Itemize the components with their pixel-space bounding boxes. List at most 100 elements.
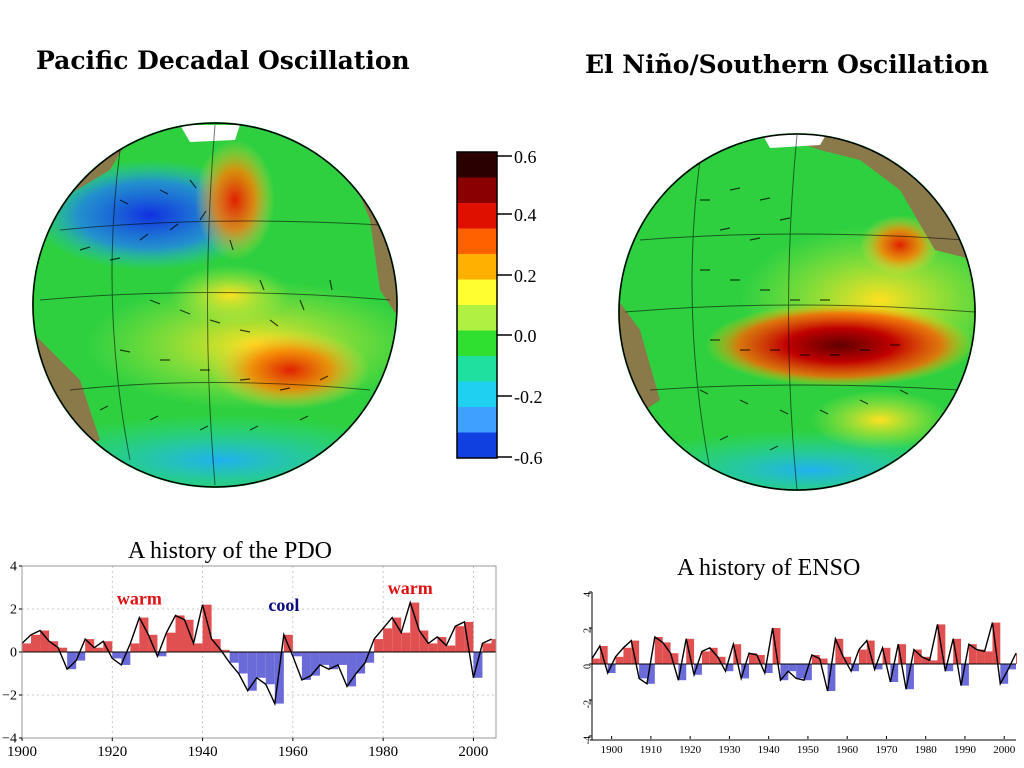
warm-bar: [401, 632, 411, 652]
warm-bar: [166, 632, 176, 652]
colorbar-swatch: [457, 254, 497, 280]
y-tick-label: 0: [10, 646, 17, 661]
enso-x-ticks: 1900 1910 1920 1930 1940 1950 1960 1970 1980 1990…: [601, 736, 1016, 756]
warm-bar: [913, 649, 922, 664]
warm-bar: [220, 649, 230, 652]
warm-bar: [953, 638, 962, 664]
warm-bar: [103, 641, 113, 652]
y-tick-label: 0: [582, 664, 593, 669]
enso-area: [591, 622, 1017, 692]
x-tick-label: 1910: [640, 744, 663, 756]
warm-bar: [31, 634, 41, 652]
colorbar-swatches: [457, 152, 497, 459]
warm-bar: [709, 647, 718, 664]
y-tick-label: 2: [10, 603, 17, 618]
warm-bar: [40, 630, 50, 652]
warm-bar: [85, 639, 95, 652]
colorbar-swatch: [457, 203, 497, 229]
series-line: [21, 600, 492, 707]
x-tick-label: 1920: [679, 744, 702, 756]
warm-bar: [858, 649, 867, 664]
x-tick-label: 2000: [993, 744, 1016, 756]
warm-bar: [383, 628, 393, 652]
x-tick-label: 1980: [915, 744, 938, 756]
warm-bar: [599, 646, 608, 664]
warm-bar: [22, 643, 32, 652]
x-tick-label: 1900: [7, 744, 37, 760]
cool-bar: [678, 664, 687, 681]
cool-bar: [319, 652, 329, 665]
colorbar-label: 0.2: [514, 266, 537, 286]
cool-bar: [473, 652, 483, 678]
pdo-history-title: A history of the PDO: [128, 538, 332, 564]
pdo-y-ticks: 4 2 0 −2 −4: [2, 560, 22, 747]
colorbar: 0.6 0.4 0.2 0.0 -0.2 -0.6: [456, 147, 543, 468]
cool-bar: [961, 664, 969, 686]
x-tick-label: 1940: [758, 744, 781, 756]
colorbar-label: -0.6: [514, 448, 543, 468]
warm-bar: [662, 642, 671, 664]
cool-bar: [356, 652, 366, 674]
warm-bar: [410, 602, 420, 652]
cool-bar: [247, 652, 257, 691]
warm-bar: [139, 617, 149, 652]
colorbar-swatch: [457, 177, 497, 204]
warm-bar: [631, 640, 640, 664]
warm-bar: [733, 644, 742, 664]
cool-bar: [788, 664, 797, 672]
y-tick-label: 4: [10, 560, 17, 575]
warm-bar: [984, 651, 993, 664]
warm-bar: [968, 644, 977, 664]
cool-bar: [274, 652, 284, 704]
cool-bar: [906, 664, 914, 690]
warm-bar: [49, 641, 59, 652]
warm-bar: [819, 658, 828, 664]
pdo-globe-map: [32, 122, 398, 488]
colorbar-swatch: [457, 228, 497, 255]
cool-bar: [67, 652, 77, 670]
warm-bar: [615, 656, 624, 664]
warm-bar: [882, 647, 891, 664]
x-tick-label: 1960: [836, 744, 859, 756]
cool-bar: [725, 664, 734, 672]
cool-bar: [890, 664, 899, 682]
colorbar-swatch: [457, 152, 497, 178]
colorbar-labels: 0.6 0.4 0.2 0.0 -0.2 -0.6: [497, 147, 543, 468]
enso-globe-map: [618, 133, 976, 491]
cool-bar: [694, 664, 702, 675]
cool-bar: [112, 652, 122, 659]
warm-bar: [184, 619, 194, 652]
x-tick-label: 1950: [797, 744, 820, 756]
warm-bar: [175, 615, 185, 652]
cool-bar: [827, 664, 836, 691]
y-tick-label: −2: [2, 689, 17, 704]
cool-bar: [265, 652, 275, 685]
warm-bar: [717, 656, 726, 664]
warm-bar: [772, 628, 781, 664]
warm-bar: [670, 653, 679, 664]
warm-bar: [701, 651, 710, 664]
warm-annotation: warm: [388, 578, 433, 598]
warm-bar: [835, 638, 844, 664]
cool-bar: [292, 652, 302, 657]
warm-bar: [130, 643, 140, 652]
warm-bar: [654, 637, 663, 664]
pdo-title: Pacific Decadal Oscillation: [36, 46, 410, 75]
warm-bar: [446, 645, 456, 652]
colorbar-swatch: [457, 330, 497, 357]
warm-bar: [929, 660, 938, 664]
y-tick-label: -4: [582, 736, 593, 744]
cool-bar: [780, 664, 789, 681]
x-tick-label: 2000: [458, 744, 488, 760]
warm-bar: [686, 638, 695, 664]
cool-bar: [1000, 664, 1009, 684]
warm-bar: [1016, 653, 1017, 664]
warm-bar: [94, 647, 104, 652]
colorbar-swatch: [457, 381, 497, 408]
colorbar-label: -0.2: [514, 387, 543, 407]
cool-bar: [1008, 664, 1016, 670]
warm-bar: [455, 626, 465, 652]
cool-bar: [76, 652, 86, 661]
warm-bar: [866, 640, 875, 664]
